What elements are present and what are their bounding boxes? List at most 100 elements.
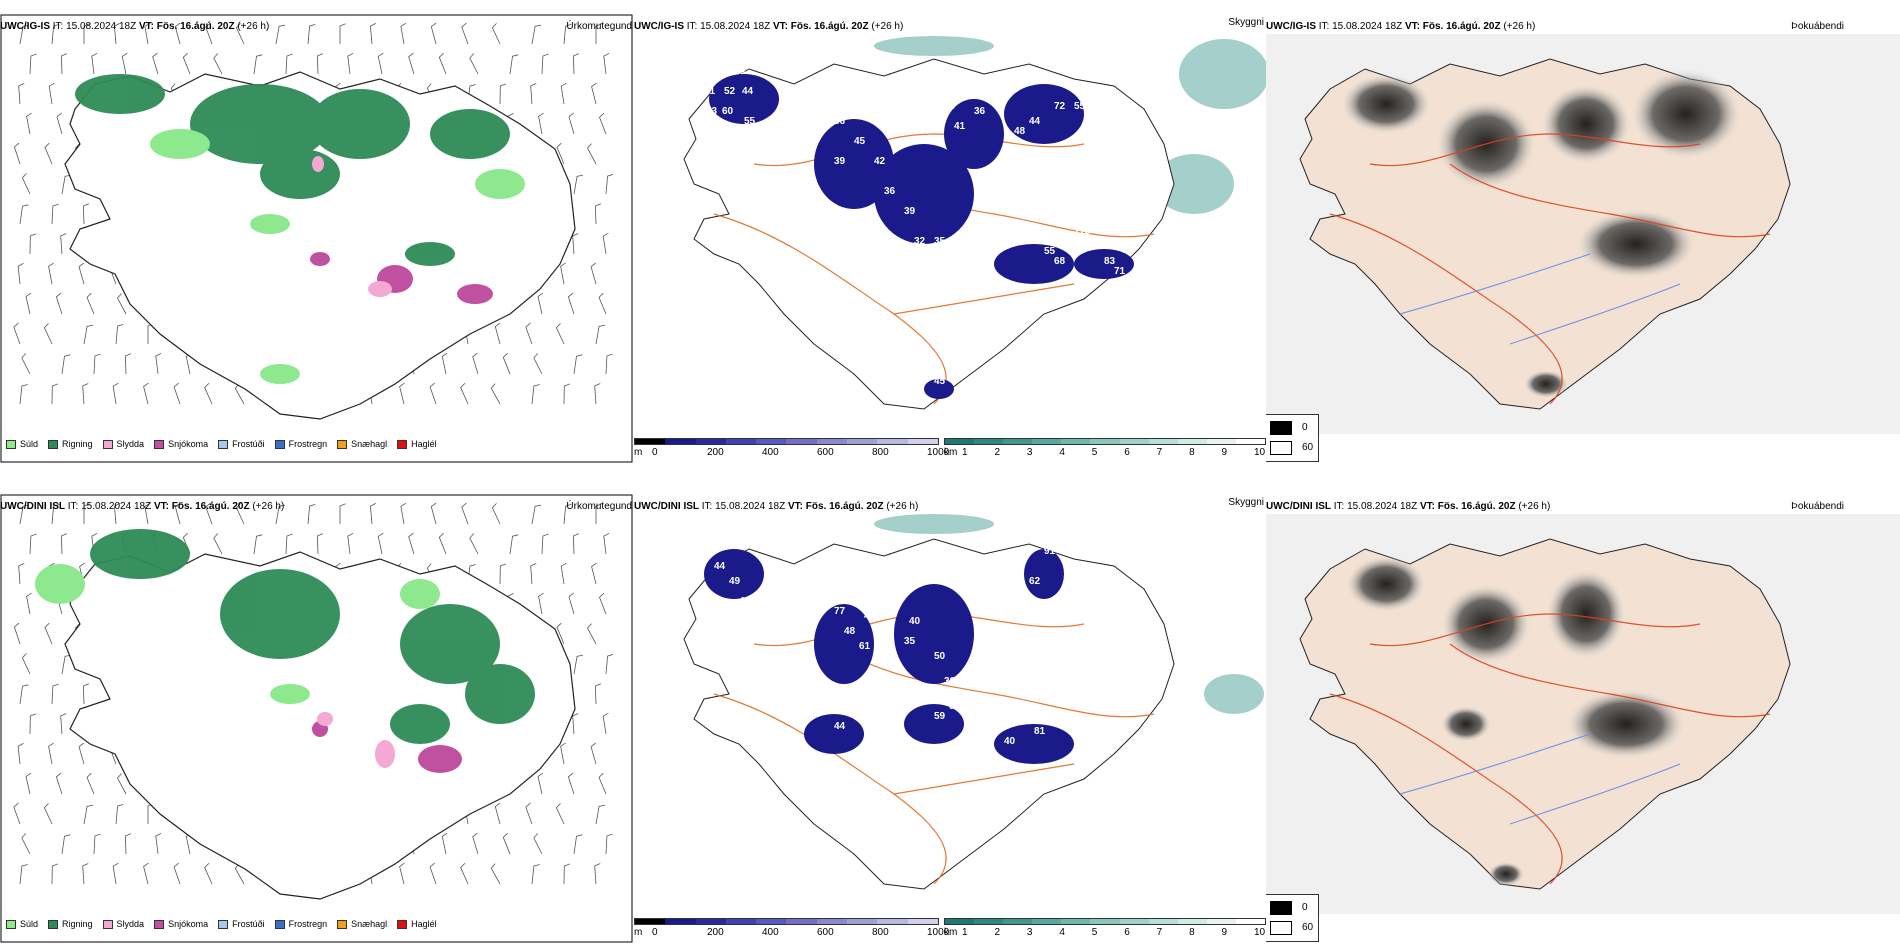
visibility-colorbar: km 1 2 3 4 5 6 7 8 9 10 [944,438,1266,462]
sky-value-label: 40 [1004,736,1016,747]
legend-item: Súld [6,919,38,929]
sky-value-label: 49 [729,576,741,587]
cloud-panel-top: UWC/IG-IS IT: 15.08.2024 18Z VT: Fös. 16… [1266,14,1900,464]
colorbar-tick: 0 [652,447,658,458]
sky-value-label: 90 [1074,166,1086,177]
colorbar-tick: 1 [962,927,968,938]
colorbar-tick: 5 [1091,927,1098,938]
drizzle-areas [150,129,525,384]
legend-swatch [218,439,229,449]
legend-label: Snæhagl [351,439,388,449]
panel-header: UWC/IG-IS IT: 15.08.2024 18Z VT: Fös. 16… [1266,20,1900,34]
vt-label: VT: [153,501,169,512]
sky-value-label: 46 [944,101,956,112]
colorbar-tick: 10 [1254,927,1266,938]
sky-value-label: 60 [722,106,734,117]
panel-header: UWC/DINI ISL IT: 15.08.2024 18Z VT: Fös.… [1266,500,1900,514]
legend-swatch [337,439,348,449]
panel-header: UWC/IG-IS IT: 15.08.2024 18Z VT: Fös. 16… [634,17,1266,34]
panel-header: UWC/DINI ISL IT: 15.08.2024 18Z VT: Fös.… [0,500,634,514]
height-unit: m [634,927,643,938]
model-name: UWC/IG-IS [634,21,684,32]
colorbar-tick: 5 [1091,447,1098,458]
lead-time: (+26 h) [886,501,919,512]
colorbar-tick: 200 [707,447,724,458]
sky-value-label: 32 [914,236,926,247]
sky-value-label: 47 [864,611,876,622]
colorbar-tick: 9 [1221,927,1228,938]
sky-value-label: 70 [1134,216,1146,227]
visibility-colorbar-fill [944,438,1266,445]
colorbar-tick: 600 [817,447,834,458]
colorbar-tick: 4 [1059,447,1065,458]
legend-item: Frostregn [274,919,327,929]
legend-item: Súld [6,439,38,449]
visibility-unit: km [944,447,958,458]
colorbar-tick: 8 [1189,927,1195,938]
sky-value-label: 77 [834,606,846,617]
sky-value-label: 182 [1224,31,1241,42]
init-time: 15.08.2024 18Z [715,501,786,512]
sky-value-label: 35 [934,236,946,247]
colorbar-tick: 400 [762,927,779,938]
sky-value-label: 41 [954,121,966,132]
sky-value-label: 62 [834,211,846,222]
legend-label: Slydda [116,439,145,449]
cloud-legend: 0 60 [1266,894,1319,942]
model-name: UWC/IG-IS [1266,21,1316,32]
sky-value-label: 51 [704,86,716,97]
drizzle-areas [35,564,440,704]
vt-label: VT: [1404,21,1420,32]
legend-item: Snæhagl [337,439,387,449]
colorbar-tick: 600 [817,927,834,938]
sky-value-label: 44 [742,86,754,97]
sky-value-label: 48 [1014,126,1026,137]
sky-value-label: 82 [854,581,866,592]
sky-value-label: 56 [784,571,796,582]
it-label: IT: [52,21,64,32]
legend-label: Frostúði [232,439,265,449]
cloud-shading [1346,556,1686,886]
init-time: 15.08.2024 18Z [1347,501,1418,512]
sky-value-label: 47 [739,596,751,607]
sky-value-label: 52 [949,701,961,712]
sky-value-label: 41 [1004,566,1016,577]
model-name: UWC/IG-IS [0,21,50,32]
colorbar-tick: 200 [707,927,724,938]
lead-time: (+26 h) [871,21,904,32]
legend-item: Rigning [48,919,93,929]
legend-item: Haglél [397,439,437,449]
colorbar-tick: 1 [962,447,968,458]
legend-swatch [6,439,16,449]
sky-value-label: 126 [1134,666,1151,677]
sky-value-label: 73 [734,66,746,77]
valid-time: Fös. 16.ágú. 20Z [790,21,869,32]
sky-value-label: 44 [1029,116,1041,127]
sky-value-label: 50 [934,651,946,662]
sky-value-label: 61 [1074,726,1086,737]
legend-item: Rigning [48,439,93,449]
sky-value-label: 68 [782,111,794,122]
it-label: IT: [686,21,698,32]
it-label: IT: [701,501,713,512]
panel-title: Þokuábendi [1791,501,1844,512]
cloud-shading [1341,69,1741,398]
sky-value-label: 52 [724,86,736,97]
sky-panel-top: UWC/IG-IS IT: 15.08.2024 18Z VT: Fös. 16… [634,14,1266,464]
legend-item: Slydda [102,919,144,929]
cloud-legend-swatch-0 [1270,901,1292,915]
sky-value-label: 39 [904,206,916,217]
panel-title: Skyggni [1228,17,1264,28]
sky-value-label: 71 [704,591,716,602]
legend-swatch [274,919,285,929]
legend-item: Snæhagl [337,919,387,929]
legend-label: Frostregn [288,439,328,449]
legend-label: Haglél [411,439,437,449]
sky-value-label: 68 [1054,256,1066,267]
sky-value-label: 40 [784,196,796,207]
road-network [1329,133,1771,405]
sleet-areas [312,156,392,297]
colorbar-tick: 0 [652,927,658,938]
